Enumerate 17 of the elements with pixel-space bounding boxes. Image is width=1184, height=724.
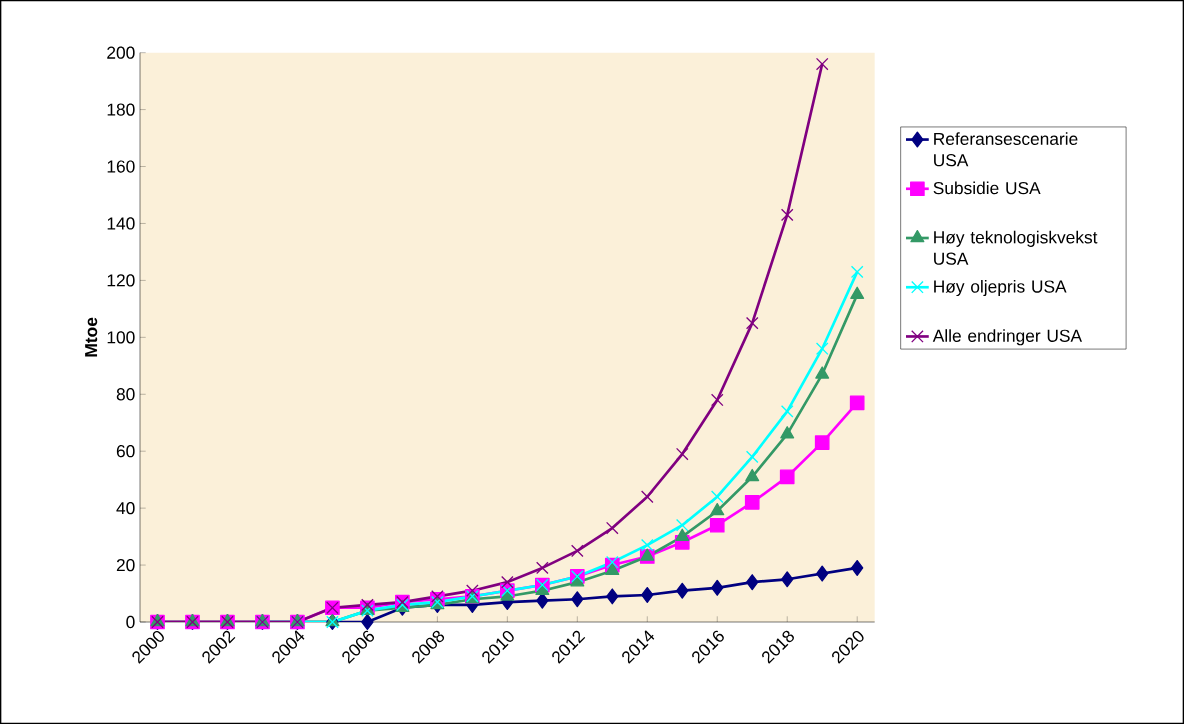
y-tick-label: 160 — [107, 160, 135, 173]
y-axis-title: Mtoe — [85, 317, 98, 357]
legend-label: Referansescenarie USA — [934, 132, 1078, 167]
legend-label: Høy oljepris USA — [934, 279, 1067, 297]
y-tick-label: 140 — [107, 217, 135, 230]
y-tick-label: 60 — [116, 445, 135, 458]
y-tick-label: 120 — [107, 274, 135, 287]
legend-label: Subsidie USA — [933, 181, 1041, 195]
y-tick-label: 200 — [107, 46, 135, 59]
y-tick-label: 100 — [107, 331, 135, 344]
y-tick-label: 0 — [126, 615, 135, 629]
legend-label: Høy teknologiskvekst USA — [934, 230, 1098, 265]
y-tick-label: 80 — [116, 388, 135, 401]
y-tick-label: 40 — [116, 501, 135, 515]
y-tick-label: 20 — [116, 558, 135, 572]
y-tick-label: 180 — [107, 103, 135, 116]
legend-label: Alle endringer USA — [932, 329, 1083, 346]
